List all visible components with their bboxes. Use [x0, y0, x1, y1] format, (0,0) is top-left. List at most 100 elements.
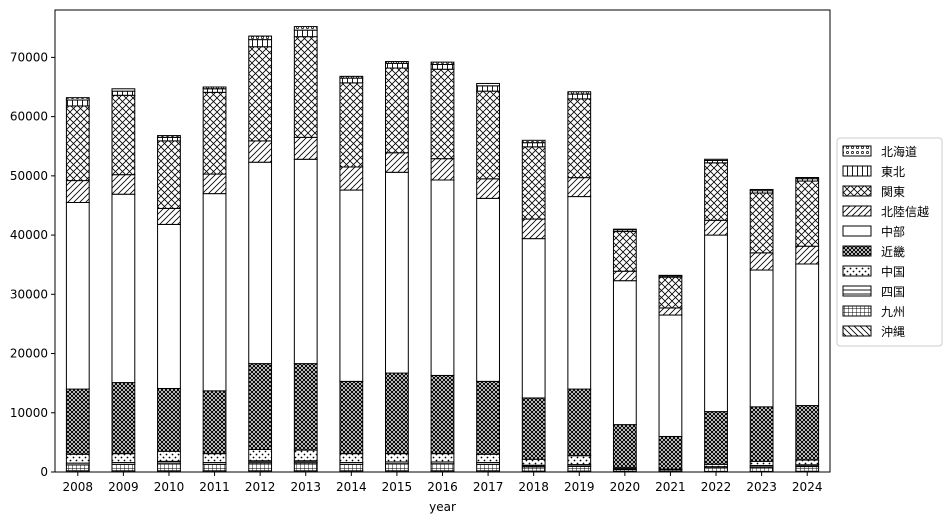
bar-segment [477, 464, 500, 471]
bar-segment [477, 179, 500, 199]
bar-segment [386, 153, 409, 173]
bar-segment [750, 407, 773, 461]
bar-segment [66, 465, 89, 471]
bar-segment [431, 159, 454, 180]
bar-segment [203, 194, 226, 391]
bar-segment [477, 86, 500, 91]
bar-segment [340, 83, 363, 167]
bar-segment [705, 159, 728, 160]
bar-segment [340, 464, 363, 471]
x-tick-label: 2018 [518, 480, 549, 494]
bar-segment [112, 95, 135, 174]
bar-segment [294, 364, 317, 450]
bar-segment [431, 464, 454, 471]
bar-segment [613, 281, 636, 425]
y-tick-label: 60000 [10, 110, 48, 124]
x-tick-label: 2019 [564, 480, 595, 494]
x-tick-label: 2011 [199, 480, 230, 494]
bar-segment [705, 412, 728, 465]
x-tick-label: 2021 [655, 480, 686, 494]
bar-segment [249, 364, 272, 450]
bar-segment [613, 425, 636, 468]
legend-swatch [843, 326, 871, 336]
bar-segment [340, 190, 363, 381]
bar-segment [203, 92, 226, 174]
bar-segment [340, 78, 363, 83]
bar-segment [249, 449, 272, 460]
bar-segment [568, 94, 591, 99]
bar-segment [796, 406, 819, 460]
bar-segment [203, 464, 226, 471]
bar-segment [249, 463, 272, 471]
bar-segment [796, 246, 819, 264]
bar-segment [294, 27, 317, 31]
bar-segment [66, 389, 89, 454]
bar-segment [522, 140, 545, 142]
y-tick-label: 10000 [10, 406, 48, 420]
bar-segment [796, 181, 819, 246]
bar-segment [249, 141, 272, 162]
y-tick-label: 40000 [10, 228, 48, 242]
bar-segment [386, 63, 409, 68]
bar-segment [659, 275, 682, 276]
bar-segment [522, 398, 545, 459]
bar-segment [66, 100, 89, 106]
x-tick-label: 2014 [336, 480, 367, 494]
bar-segment [158, 451, 181, 461]
bar-segment [294, 159, 317, 363]
legend-label: 沖縄 [881, 324, 905, 339]
bar-segment [386, 373, 409, 454]
legend-label: 関東 [881, 185, 905, 199]
bar-segment [522, 239, 545, 398]
bar-segment [477, 83, 500, 85]
bar-segment [294, 450, 317, 461]
bar-segment [66, 181, 89, 203]
legend-label: 九州 [881, 305, 905, 319]
bar-segment [66, 203, 89, 390]
bar-segment [158, 388, 181, 451]
bar-segment [659, 308, 682, 315]
bar-segment [659, 315, 682, 436]
legend-label: 東北 [881, 165, 905, 179]
bar-segment [294, 37, 317, 138]
bar-segment [158, 137, 181, 141]
bar-segment [431, 64, 454, 69]
bar-segment [796, 460, 819, 465]
bar-segment [750, 189, 773, 190]
bar-segment [568, 178, 591, 197]
legend-label: 近畿 [881, 245, 905, 259]
legend-swatch [843, 266, 871, 276]
bar-segment [158, 141, 181, 209]
y-tick-label: 50000 [10, 169, 48, 183]
legend-swatch [843, 246, 871, 256]
x-tick-label: 2009 [108, 480, 139, 494]
bar-segment [750, 193, 773, 253]
bar-segment [158, 208, 181, 224]
bar-segment [386, 68, 409, 153]
x-tick-label: 2008 [63, 480, 94, 494]
legend-swatch [843, 226, 871, 236]
legend-swatch [843, 306, 871, 316]
x-tick-label: 2016 [427, 480, 458, 494]
bar-segment [431, 180, 454, 375]
bar-segment [249, 40, 272, 47]
bar-segment [431, 375, 454, 453]
bar-segment [112, 194, 135, 382]
x-tick-label: 2015 [382, 480, 413, 494]
legend-label: 四国 [881, 285, 905, 299]
legend-label: 中部 [881, 224, 905, 239]
bar-segment [796, 264, 819, 406]
bar-segment [750, 467, 773, 471]
bar-segment [249, 47, 272, 141]
bar-segment [112, 175, 135, 195]
legend-swatch [843, 286, 871, 296]
legend-swatch [843, 186, 871, 196]
bar-segment [294, 30, 317, 37]
bar-segment [66, 454, 89, 463]
bar-segment [158, 224, 181, 388]
legend-label: 中国 [881, 264, 905, 279]
bar-segment [705, 235, 728, 412]
bar-segment [477, 454, 500, 462]
